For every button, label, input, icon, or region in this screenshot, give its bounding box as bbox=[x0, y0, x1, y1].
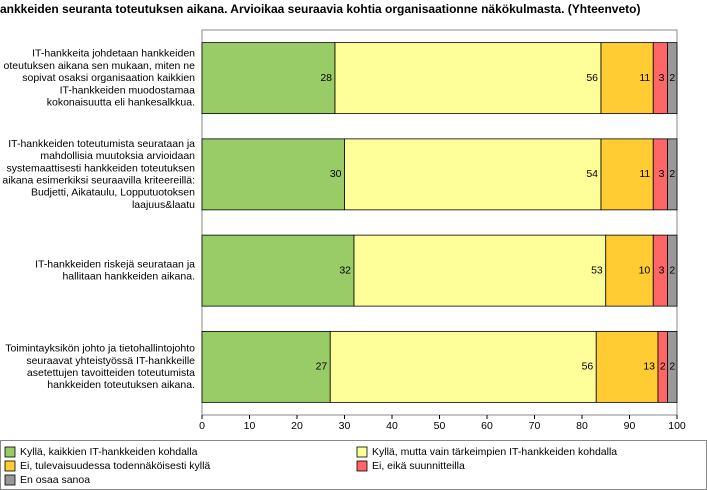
bar-segment bbox=[667, 138, 678, 211]
x-tick-label: 60 bbox=[481, 420, 493, 432]
data-label: 2 bbox=[660, 361, 666, 373]
legend-label: Ei, eikä suunnitteilla bbox=[372, 460, 465, 472]
data-label: 27 bbox=[316, 361, 328, 373]
x-tick-label: 100 bbox=[668, 420, 686, 432]
legend-swatch bbox=[356, 460, 368, 472]
category-label-line: laajuus&laatu bbox=[132, 199, 195, 211]
bar-segment bbox=[329, 330, 597, 403]
data-label: 56 bbox=[586, 72, 598, 84]
category-label: Toimintayksikön johto ja tietohallintojo… bbox=[5, 342, 195, 391]
data-label: 2 bbox=[669, 72, 675, 84]
legend-label: Ei, tulevaisuudessa todennäköisesti kyll… bbox=[20, 460, 210, 472]
category-label-line: seuraavat yhteistyössä IT-hankkeille bbox=[26, 355, 195, 367]
bar-segment bbox=[344, 138, 602, 211]
category-label-line: IT-hankkeiden riskejä seurataan ja bbox=[35, 258, 195, 270]
chart-title: ankkeiden seuranta toteutuksen aikana. A… bbox=[0, 2, 640, 16]
x-tick-label: 30 bbox=[339, 420, 351, 432]
category-label-line: systemaattisesti hankkeiden toteutuksen bbox=[6, 162, 195, 174]
category-label: IT-hankkeita johdetaan hankkeiden oteutuk… bbox=[4, 48, 196, 109]
category-label-line: Budjetti, Aikataulu, Lopputuotoksen bbox=[31, 186, 195, 198]
bar-segment bbox=[353, 234, 607, 307]
data-label: 56 bbox=[582, 361, 594, 373]
x-tick-label: 20 bbox=[291, 420, 303, 432]
bar-segment bbox=[667, 330, 678, 403]
x-tick-label: 80 bbox=[576, 420, 588, 432]
data-label: 11 bbox=[639, 72, 650, 84]
data-label: 53 bbox=[591, 264, 603, 276]
category-label-line: IT-hankkeiden muodostamaa bbox=[60, 84, 196, 96]
bar-segment bbox=[595, 330, 659, 403]
data-label: 28 bbox=[320, 72, 332, 84]
legend-label: En osaa sanoa bbox=[20, 474, 90, 486]
legend-label: Kyllä, kaikkien IT-hankkeiden kohdalla bbox=[20, 446, 198, 458]
category-label-line: hankkeiden toteutuksen aikana. bbox=[47, 379, 195, 391]
data-label: 30 bbox=[330, 168, 342, 180]
category-label-line: aikana esimerkiksi seuraavilla kriteerei… bbox=[2, 174, 195, 186]
category-label-line: hallitaan hankkeiden aikana. bbox=[62, 271, 195, 283]
data-label: 2 bbox=[669, 168, 675, 180]
category-label: IT-hankkeiden riskejä seurataan ja hallit… bbox=[35, 258, 195, 282]
bar-segment bbox=[667, 234, 678, 307]
data-label: 13 bbox=[643, 361, 655, 373]
legend-label: Kyllä, mutta vain tärkeimpien IT-hankkei… bbox=[372, 446, 617, 458]
category-label-line: mahdollisia muutoksia arvioidaan bbox=[40, 150, 195, 162]
category-label-line: IT-hankkeita johdetaan hankkeiden bbox=[32, 48, 195, 60]
bar-segment bbox=[201, 42, 336, 115]
bar-segment bbox=[334, 42, 602, 115]
data-label: 3 bbox=[659, 168, 665, 180]
data-label: 2 bbox=[669, 264, 675, 276]
category-label-line: sopivat osaksi organisaation kaikkien bbox=[22, 72, 195, 84]
x-tick-label: 40 bbox=[386, 420, 398, 432]
category-label-line: kokonaisuutta eli hankesalkkua. bbox=[47, 96, 195, 108]
data-label: 3 bbox=[659, 72, 665, 84]
category-label-line: asetettujen tavoitteiden toteutumista bbox=[27, 367, 195, 379]
category-label: IT-hankkeiden toteutumista seurataan ja m… bbox=[2, 138, 195, 211]
data-label: 3 bbox=[659, 264, 665, 276]
legend-swatch bbox=[4, 446, 16, 458]
legend-box bbox=[0, 440, 707, 490]
bar-segment bbox=[600, 138, 654, 211]
data-label: 54 bbox=[586, 168, 598, 180]
data-label: 11 bbox=[639, 168, 650, 180]
category-label-line: oteutuksen aikana sen mukaan, miten ne bbox=[4, 60, 196, 72]
bar-segment bbox=[667, 42, 678, 115]
x-tick-label: 90 bbox=[624, 420, 636, 432]
x-tick-label: 0 bbox=[199, 420, 205, 432]
bar-segment bbox=[201, 330, 331, 403]
bar-segment bbox=[605, 234, 654, 307]
x-tick-label: 50 bbox=[434, 420, 446, 432]
x-tick-label: 70 bbox=[529, 420, 541, 432]
data-label: 10 bbox=[639, 264, 651, 276]
category-label-line: IT-hankkeiden toteutumista seurataan ja bbox=[8, 138, 195, 150]
bar-segment bbox=[201, 234, 355, 307]
legend-swatch bbox=[4, 474, 16, 486]
legend-swatch bbox=[356, 446, 368, 458]
category-label-line: Toimintayksikön johto ja tietohallintojo… bbox=[5, 342, 195, 354]
bar-segment bbox=[201, 138, 345, 211]
x-tick-label: 10 bbox=[244, 420, 256, 432]
legend-swatch bbox=[4, 460, 16, 472]
data-label: 2 bbox=[669, 361, 675, 373]
data-label: 32 bbox=[339, 264, 351, 276]
